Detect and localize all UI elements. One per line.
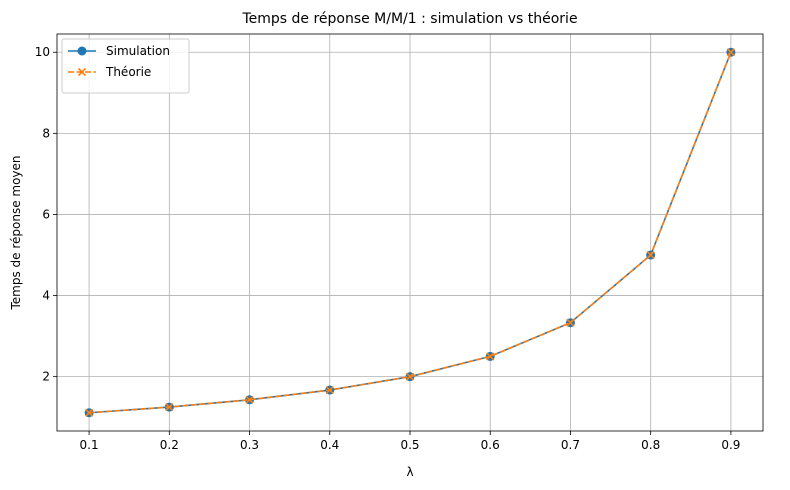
legend-marker (77, 46, 87, 56)
x-tick-label: 0.2 (160, 438, 179, 452)
data-point (165, 403, 174, 412)
data-point (245, 395, 254, 404)
y-axis-label: Temps de réponse moyen (9, 155, 23, 310)
x-axis-label: λ (406, 465, 413, 479)
y-tick-label: 2 (42, 370, 50, 384)
x-tick-label: 0.7 (561, 438, 580, 452)
x-tick-label: 0.4 (320, 438, 339, 452)
x-tick-label: 0.9 (721, 438, 740, 452)
y-axis: 2 4 6 8 10 (35, 45, 57, 384)
legend-marker (77, 67, 87, 77)
data-point (405, 372, 415, 381)
data-point (566, 318, 575, 327)
legend-label: Simulation (106, 44, 170, 58)
x-tick-label: 0.8 (641, 438, 660, 452)
x-tick-label: 0.1 (80, 438, 99, 452)
data-point (646, 250, 655, 260)
data-point (486, 352, 495, 361)
y-tick-label: 10 (35, 45, 50, 59)
x-tick-label: 0.6 (481, 438, 500, 452)
legend-label: Théorie (105, 65, 151, 79)
chart-title: Temps de réponse M/M/1 : simulation vs t… (241, 11, 577, 27)
legend-item: Théorie (68, 65, 151, 79)
data-point (85, 408, 94, 417)
legend-box (61, 38, 190, 94)
x-axis: 0.1 0.2 0.3 0.4 0.5 0.6 0.7 0.8 0.9 (80, 431, 740, 452)
x-tick-label: 0.5 (400, 438, 419, 452)
y-tick-label: 8 (42, 126, 50, 140)
x-tick-label: 0.3 (240, 438, 259, 452)
legend: Simulation Théorie (61, 38, 190, 94)
series-1 (85, 48, 735, 417)
data-point (726, 48, 735, 57)
y-tick-label: 6 (42, 207, 50, 221)
y-tick-label: 4 (42, 289, 50, 303)
legend-item: Simulation (68, 44, 170, 58)
series (84, 47, 736, 418)
data-point (325, 385, 334, 395)
